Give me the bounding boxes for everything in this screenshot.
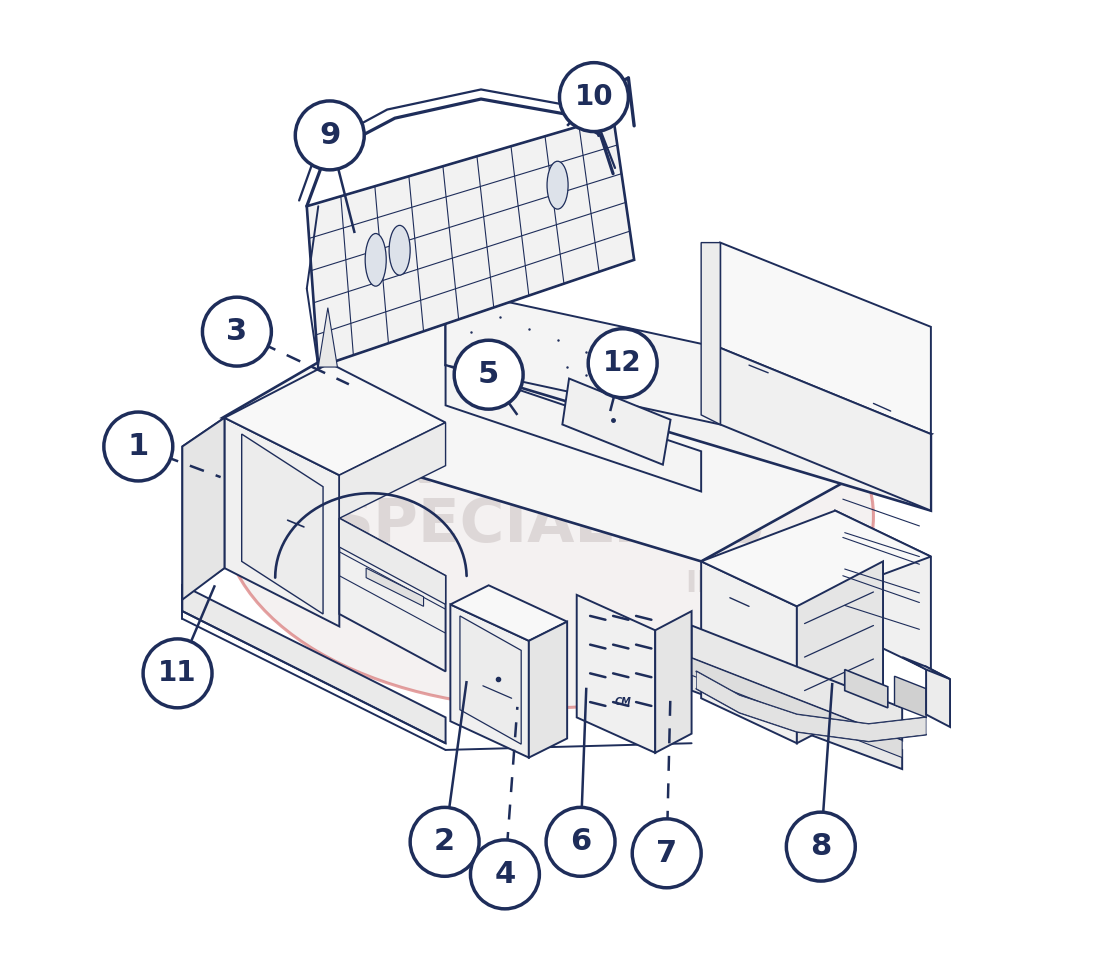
Polygon shape	[894, 676, 926, 717]
Text: 2: 2	[434, 828, 455, 856]
Polygon shape	[450, 586, 567, 641]
Polygon shape	[460, 616, 522, 744]
Text: SPECIALISTS: SPECIALISTS	[330, 496, 766, 556]
Text: 12: 12	[604, 349, 642, 377]
Polygon shape	[576, 595, 655, 753]
Ellipse shape	[365, 233, 386, 286]
Polygon shape	[340, 518, 446, 605]
Polygon shape	[182, 586, 446, 743]
Polygon shape	[446, 289, 720, 424]
Ellipse shape	[222, 324, 874, 708]
Polygon shape	[797, 562, 883, 743]
Circle shape	[470, 840, 539, 909]
Polygon shape	[692, 658, 902, 757]
Text: 10: 10	[574, 84, 614, 111]
Polygon shape	[835, 511, 931, 671]
Polygon shape	[222, 289, 931, 562]
Polygon shape	[529, 622, 567, 757]
Polygon shape	[340, 518, 446, 671]
Polygon shape	[182, 418, 225, 600]
Circle shape	[410, 807, 479, 876]
Circle shape	[104, 412, 173, 481]
Polygon shape	[720, 348, 931, 511]
Polygon shape	[692, 626, 902, 740]
Text: 1: 1	[127, 432, 149, 461]
Text: 8: 8	[810, 832, 832, 861]
Text: CM: CM	[614, 697, 631, 708]
Text: 9: 9	[319, 121, 341, 150]
Polygon shape	[926, 666, 950, 727]
Text: 3: 3	[227, 317, 248, 347]
Polygon shape	[340, 422, 446, 518]
Polygon shape	[655, 612, 692, 753]
Text: INC.: INC.	[685, 569, 755, 598]
Text: 7: 7	[657, 839, 677, 868]
Text: EQUIPMENT: EQUIPMENT	[345, 427, 751, 487]
Circle shape	[295, 101, 364, 170]
Polygon shape	[701, 562, 797, 743]
Polygon shape	[701, 511, 931, 607]
Text: 6: 6	[570, 828, 591, 856]
Polygon shape	[318, 308, 338, 367]
Circle shape	[546, 807, 615, 876]
Circle shape	[559, 62, 628, 132]
Polygon shape	[366, 568, 423, 607]
Circle shape	[589, 328, 658, 397]
Polygon shape	[692, 671, 902, 769]
Polygon shape	[307, 116, 635, 367]
Circle shape	[632, 819, 701, 888]
Text: 4: 4	[494, 860, 515, 889]
Ellipse shape	[389, 226, 410, 276]
Polygon shape	[446, 289, 931, 511]
Circle shape	[454, 340, 523, 409]
Circle shape	[203, 298, 272, 366]
Polygon shape	[450, 605, 529, 757]
Text: 11: 11	[158, 660, 197, 687]
Circle shape	[786, 812, 855, 881]
Polygon shape	[562, 378, 671, 465]
Polygon shape	[720, 243, 931, 434]
Polygon shape	[225, 418, 340, 627]
Polygon shape	[242, 434, 323, 614]
Polygon shape	[701, 243, 720, 424]
Text: 5: 5	[478, 360, 500, 389]
Polygon shape	[182, 418, 225, 597]
Polygon shape	[225, 363, 446, 475]
Circle shape	[144, 639, 212, 708]
Polygon shape	[845, 669, 888, 708]
Polygon shape	[446, 365, 701, 492]
Ellipse shape	[547, 161, 568, 209]
Polygon shape	[696, 671, 926, 741]
Polygon shape	[902, 657, 950, 679]
